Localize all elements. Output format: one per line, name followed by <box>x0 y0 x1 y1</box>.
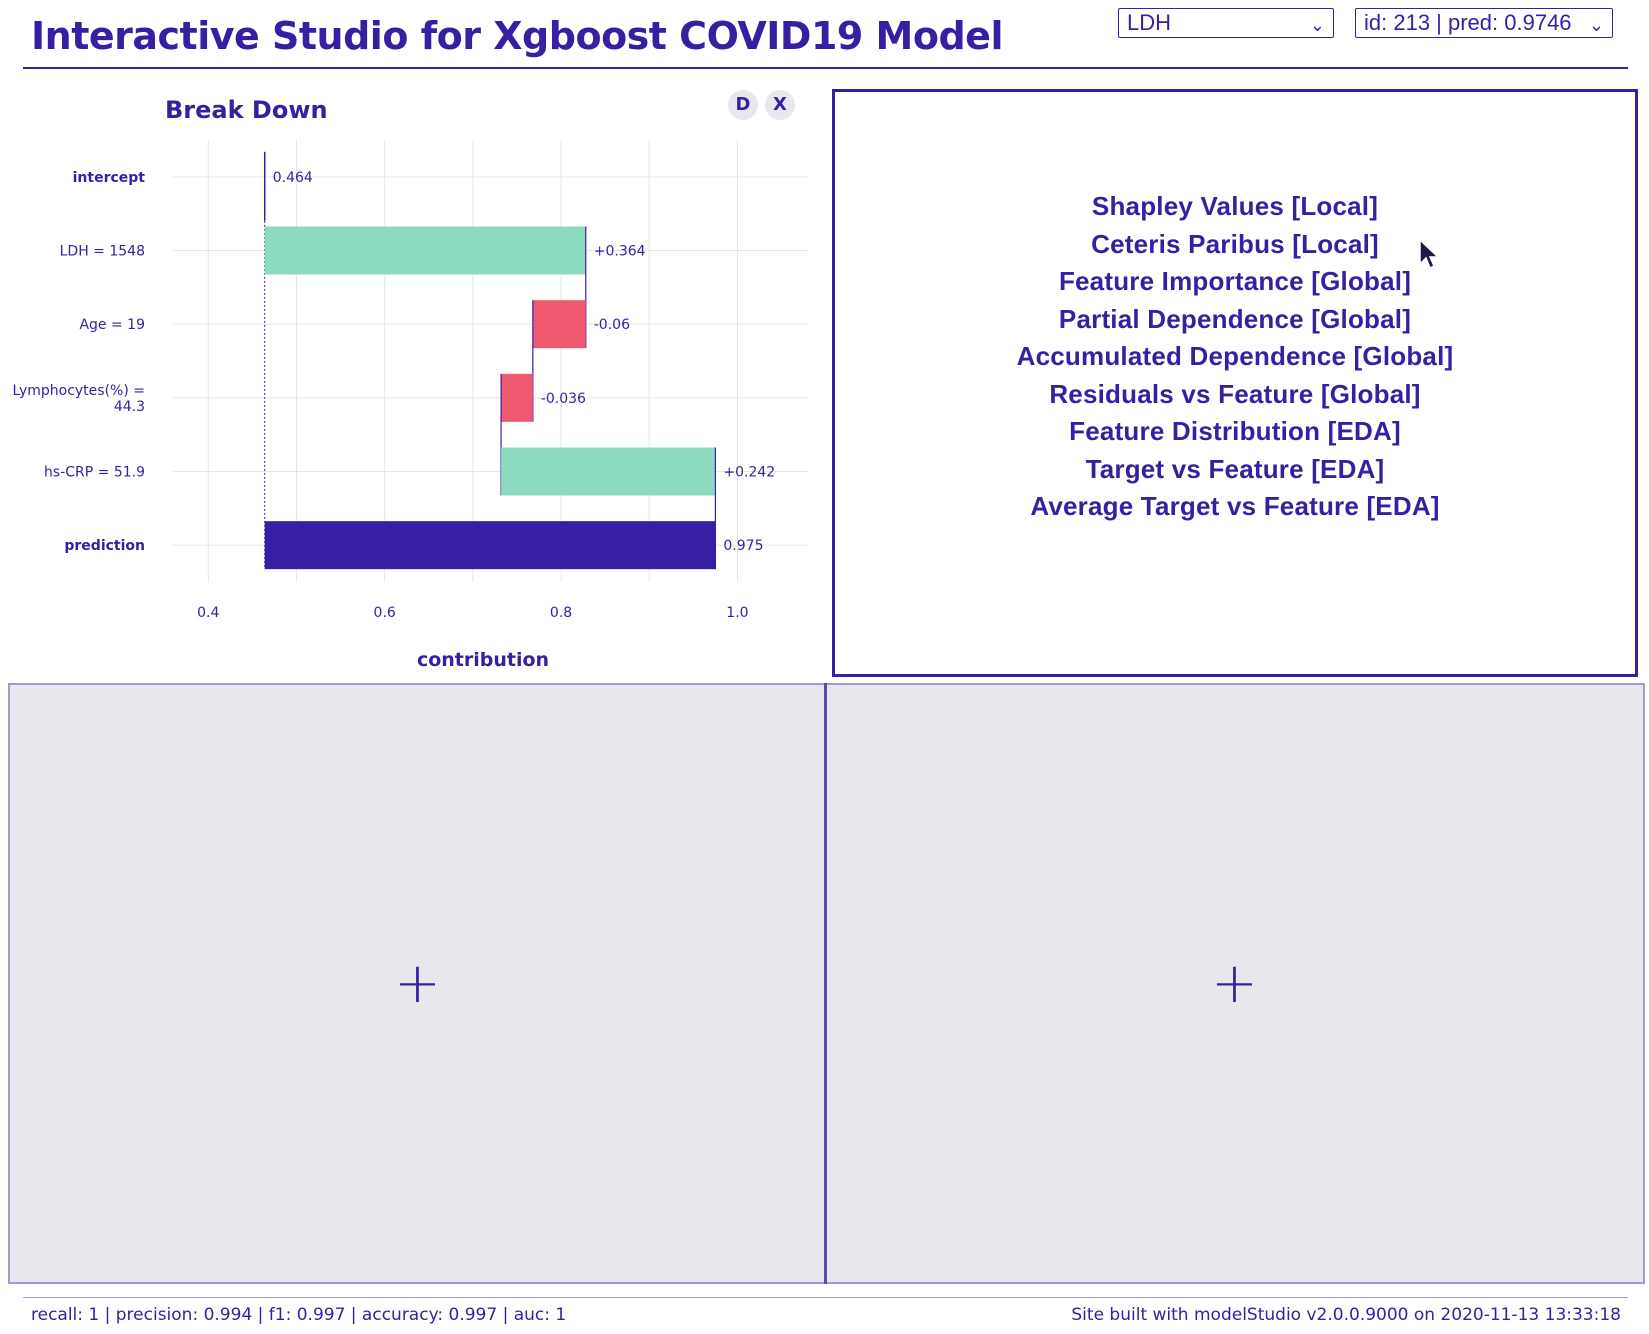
waterfall-bar <box>501 447 716 496</box>
page-title: Interactive Studio for Xgboost COVID19 M… <box>31 14 1003 58</box>
x-tick-label: 0.8 <box>550 605 572 621</box>
feature-select-value: LDH <box>1127 10 1172 35</box>
y-tick-label: LDH = 1548 <box>60 244 145 260</box>
plot-choice-panel: Shapley Values [Local] Ceteris Paribus [… <box>832 89 1638 677</box>
y-tick-label-line: LDH = 1548 <box>60 244 145 260</box>
bar-value-label: 0.464 <box>273 170 313 186</box>
observation-select-value: id: 213 | pred: 0.9746 <box>1364 10 1572 35</box>
plus-icon[interactable]: + <box>1211 950 1258 1016</box>
menu-item-residuals-vs-feature[interactable]: Residuals vs Feature [Global] <box>1049 378 1421 409</box>
y-tick-label: prediction <box>64 538 145 554</box>
menu-item-feature-distribution[interactable]: Feature Distribution [EDA] <box>1069 416 1401 446</box>
y-tick-label-line: 44.3 <box>114 399 145 415</box>
y-tick-label-line: prediction <box>64 538 145 554</box>
menu-item-shapley-values[interactable]: Shapley Values [Local] <box>1091 191 1379 221</box>
site-built-info: Site built with modelStudio v2.0.0.9000 … <box>1071 1305 1621 1325</box>
x-tick-label: 1.0 <box>726 605 748 621</box>
chevron-down-icon: ⌄ <box>1309 15 1325 35</box>
x-axis-label: contribution <box>417 649 549 671</box>
add-plot-slot-right[interactable]: + <box>824 683 1645 1284</box>
breakdown-panel: 0.4 0.6 0.8 1.0 contribution intercept 0.464 LD… <box>8 82 824 682</box>
waterfall-bar <box>264 521 716 570</box>
menu-item-partial-dependence[interactable]: Partial Dependence [Global] <box>1058 303 1412 334</box>
menu-item-feature-importance[interactable]: Feature Importance [Global] <box>1058 266 1412 296</box>
y-tick-label-line: Lymphocytes(%) = <box>12 383 145 399</box>
plus-icon[interactable]: + <box>394 950 441 1016</box>
model-metrics: recall: 1 | precision: 0.994 | f1: 0.997… <box>31 1305 567 1325</box>
description-button[interactable]: D <box>728 90 758 120</box>
chart-title: Break Down <box>165 96 328 124</box>
chevron-down-icon: ⌄ <box>1588 15 1604 35</box>
x-tick-label: 0.4 <box>197 605 219 621</box>
menu-item-average-target-vs-feature[interactable]: Average Target vs Feature [EDA] <box>1030 491 1440 521</box>
feature-select[interactable]: LDH ⌄ <box>1118 8 1334 38</box>
observation-select[interactable]: id: 213 | pred: 0.9746 ⌄ <box>1355 8 1613 38</box>
plot-choice-list: Shapley Values [Local] Ceteris Paribus [… <box>835 188 1635 526</box>
menu-item-accumulated-dependence[interactable]: Accumulated Dependence [Global] <box>1016 341 1454 371</box>
menu-item-target-vs-feature[interactable]: Target vs Feature [EDA] <box>1085 453 1385 484</box>
y-tick-label: Age = 19 <box>79 317 145 333</box>
x-tick-label: 0.6 <box>374 605 396 621</box>
waterfall-bar <box>532 300 586 349</box>
y-tick-label-line: intercept <box>73 170 146 186</box>
y-tick-label-line: hs-CRP = 51.9 <box>44 465 145 481</box>
y-tick-label-line: Age = 19 <box>79 317 145 333</box>
close-plot-button[interactable]: X <box>765 90 795 120</box>
mouse-pointer-icon <box>1419 239 1440 270</box>
y-tick-label: Lymphocytes(%) = 44.3 <box>12 383 145 415</box>
y-tick-label: hs-CRP = 51.9 <box>44 465 145 481</box>
slot-divider <box>824 683 827 1284</box>
waterfall-bar <box>264 226 586 275</box>
footer-divider <box>23 1297 1628 1298</box>
bar-value-label: -0.06 <box>594 317 630 333</box>
waterfall-bar <box>501 373 533 422</box>
bar-value-label: +0.364 <box>594 244 646 260</box>
header-divider <box>23 67 1628 69</box>
bar-value-label: +0.242 <box>723 465 775 481</box>
bar-value-label: -0.036 <box>541 391 586 407</box>
breakdown-chart: 0.4 0.6 0.8 1.0 contribution intercept 0.464 LD… <box>12 140 808 671</box>
y-tick-label: intercept <box>73 170 146 186</box>
add-plot-slot-left[interactable]: + <box>8 683 827 1284</box>
bar-value-label: 0.975 <box>723 538 763 554</box>
menu-item-ceteris-paribus[interactable]: Ceteris Paribus [Local] <box>1091 228 1379 259</box>
